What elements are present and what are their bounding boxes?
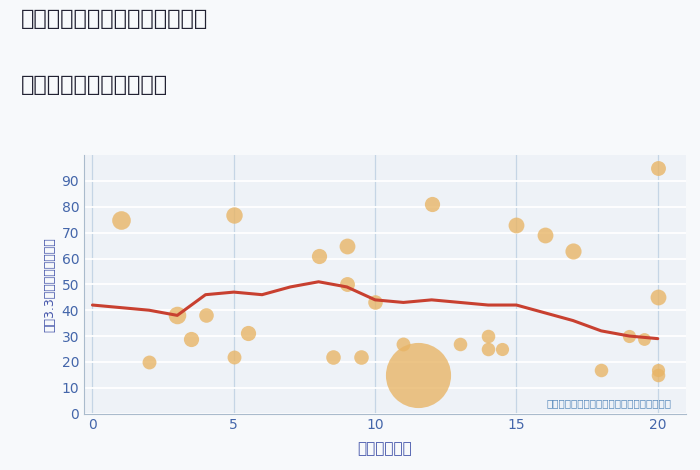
Point <box>497 345 508 352</box>
Point <box>313 252 324 259</box>
Point <box>652 371 664 379</box>
Point <box>454 340 466 347</box>
Point <box>412 371 423 379</box>
Point <box>652 293 664 301</box>
Point <box>115 216 126 223</box>
Point <box>172 312 183 319</box>
Point <box>341 281 352 288</box>
Point <box>200 312 211 319</box>
Point <box>356 353 367 360</box>
Point <box>482 345 493 352</box>
Text: 兵庫県たつの市揖保川町市場の: 兵庫県たつの市揖保川町市場の <box>21 9 209 30</box>
Point <box>327 353 338 360</box>
Point <box>539 231 550 239</box>
Text: 駅距離別中古戸建て価格: 駅距離別中古戸建て価格 <box>21 75 168 95</box>
Y-axis label: 坪（3.3㎡）単価（万円）: 坪（3.3㎡）単価（万円） <box>43 237 56 332</box>
Point <box>638 335 649 342</box>
Point <box>228 211 239 218</box>
Point <box>426 200 438 208</box>
Point <box>482 332 493 340</box>
Point <box>652 164 664 172</box>
Point <box>511 221 522 228</box>
Point <box>186 335 197 342</box>
Point <box>652 366 664 373</box>
Point <box>370 299 381 306</box>
Point <box>228 353 239 360</box>
Point <box>144 358 155 366</box>
Point <box>398 340 409 347</box>
Point <box>624 332 635 340</box>
Point <box>567 247 578 254</box>
Point <box>596 366 607 373</box>
Point <box>242 330 253 337</box>
Point <box>341 242 352 249</box>
X-axis label: 駅距離（分）: 駅距離（分） <box>358 441 412 456</box>
Text: 円の大きさは、取引のあった物件面積を示す: 円の大きさは、取引のあった物件面積を示す <box>547 399 672 408</box>
